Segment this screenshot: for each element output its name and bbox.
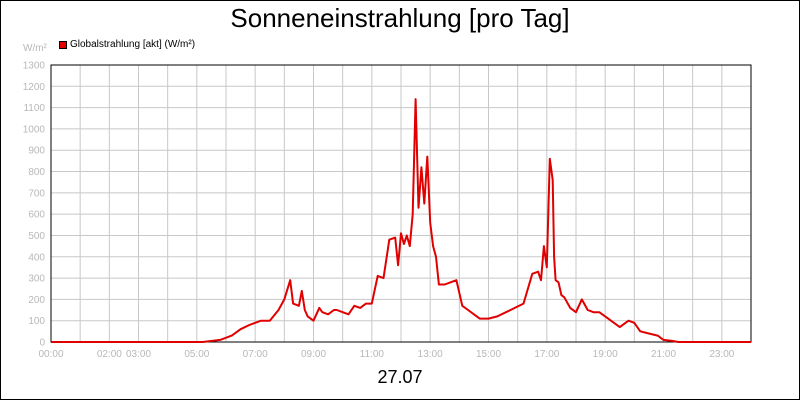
y-tick-label: 1200: [23, 82, 46, 93]
x-tick-label: 13:00: [418, 349, 443, 360]
y-tick-label: 200: [28, 295, 45, 306]
y-tick-label: 800: [28, 167, 45, 178]
chart-title: Sonneneinstrahlung [pro Tag]: [230, 3, 570, 33]
x-tick-label: 03:00: [126, 349, 151, 360]
x-axis-date: 27.07: [377, 367, 423, 387]
plot-border: [50, 64, 752, 343]
y-tick-label: 600: [28, 210, 45, 221]
x-tick-label: 21:00: [651, 349, 676, 360]
x-tick-label: 19:00: [593, 349, 618, 360]
y-tick-label: 1000: [23, 124, 46, 135]
x-tick-label: 17:00: [534, 349, 559, 360]
y-tick-label: 300: [28, 274, 45, 285]
y-tick-label: 1300: [23, 61, 46, 72]
x-tick-label: 07:00: [243, 349, 268, 360]
y-tick-label: 400: [28, 252, 45, 263]
x-tick-label: 02:00: [97, 349, 122, 360]
x-tick-label: 23:00: [709, 349, 734, 360]
x-tick-label: 09:00: [301, 349, 326, 360]
x-tick-label: 05:00: [184, 349, 209, 360]
x-tick-label: 00:00: [38, 349, 63, 360]
legend: Globalstrahlung [akt] (W/m²): [59, 39, 195, 50]
y-tick-label: 100: [28, 316, 45, 327]
x-tick-label: 15:00: [476, 349, 501, 360]
y-axis-unit: W/m²: [23, 43, 47, 54]
y-tick-label: 900: [28, 146, 45, 157]
legend-swatch: [59, 40, 67, 49]
y-tick-label: 1100: [23, 103, 45, 114]
y-tick-label: 0: [39, 338, 45, 349]
y-tick-label: 700: [28, 188, 45, 199]
y-tick-label: 500: [28, 231, 45, 242]
legend-label: Globalstrahlung [akt] (W/m²): [70, 39, 196, 50]
x-tick-label: 11:00: [360, 349, 385, 360]
series-line: [51, 98, 751, 343]
